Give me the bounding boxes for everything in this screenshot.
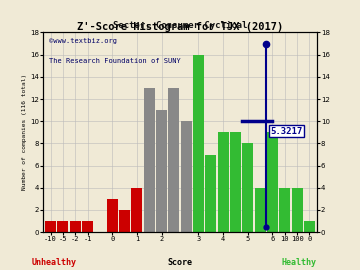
- Title: Z'-Score Histogram for TJX (2017): Z'-Score Histogram for TJX (2017): [77, 22, 283, 32]
- Bar: [119, 210, 130, 232]
- Bar: [107, 199, 118, 232]
- Text: Healthy: Healthy: [281, 258, 316, 267]
- Bar: [156, 110, 167, 232]
- Bar: [279, 188, 290, 232]
- Bar: [70, 221, 81, 232]
- Bar: [205, 154, 216, 232]
- Bar: [230, 132, 241, 232]
- Bar: [242, 143, 253, 232]
- Bar: [131, 188, 143, 232]
- Bar: [181, 121, 192, 232]
- Text: Unhealthy: Unhealthy: [32, 258, 76, 267]
- Bar: [82, 221, 93, 232]
- Bar: [255, 188, 266, 232]
- Bar: [57, 221, 68, 232]
- Bar: [292, 188, 303, 232]
- Bar: [217, 132, 229, 232]
- Text: The Research Foundation of SUNY: The Research Foundation of SUNY: [49, 58, 180, 64]
- Bar: [45, 221, 56, 232]
- Y-axis label: Number of companies (116 total): Number of companies (116 total): [22, 74, 27, 190]
- Bar: [144, 88, 155, 232]
- Text: 5.3217: 5.3217: [270, 127, 302, 136]
- Bar: [168, 88, 179, 232]
- Bar: [304, 221, 315, 232]
- Bar: [267, 132, 278, 232]
- Text: Sector: Consumer Cyclical: Sector: Consumer Cyclical: [113, 21, 247, 30]
- Bar: [193, 55, 204, 232]
- Text: Score: Score: [167, 258, 193, 267]
- Text: ©www.textbiz.org: ©www.textbiz.org: [49, 38, 117, 44]
